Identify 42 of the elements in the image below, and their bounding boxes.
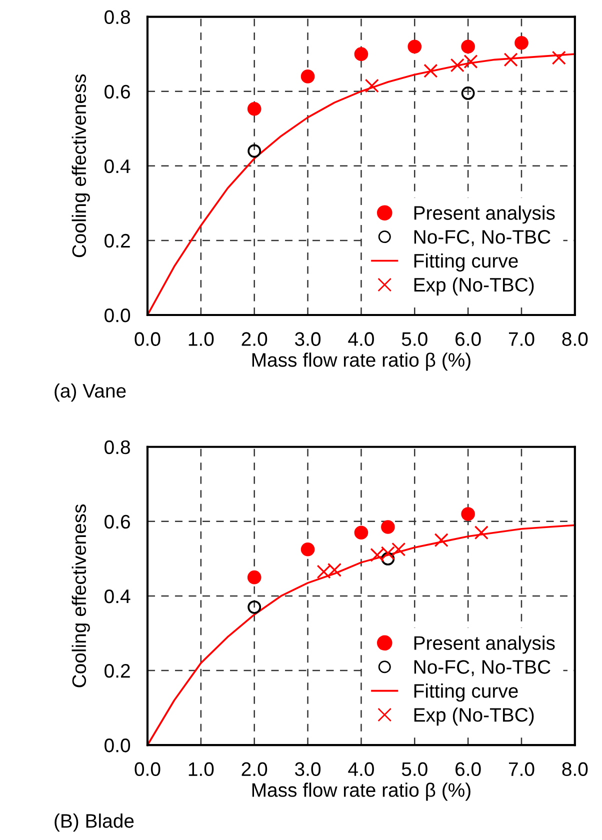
x-tick-label: 3.0 [295,332,321,346]
x-tick-label: 4.0 [348,762,374,776]
y-tick-label: 0.8 [104,440,130,454]
legend-label: Present analysis [414,636,555,654]
legend-label: Fitting curve [414,253,518,272]
y-axis-title: Cooling effectiveness [72,504,90,688]
x-tick-label: 2.0 [242,762,268,776]
y-tick-label: 0.4 [104,159,130,174]
x-tick-label: 0.0 [134,762,160,776]
x-tick-label: 4.0 [348,332,374,346]
legend-label: No-FC, No-TBC [414,230,550,246]
x-tick-label: 5.0 [402,332,428,346]
x-tick-label: 0.0 [134,332,160,346]
x-axis-title: Mass flow rate ratio β (%) [252,782,470,801]
y-tick-label: 0.8 [104,10,130,24]
y-tick-label: 0.0 [104,308,130,322]
x-tick-label: 7.0 [508,762,534,776]
x-tick-label: 1.0 [188,762,214,776]
x-tick-label: 1.0 [188,332,214,346]
x-tick-label: 8.0 [562,762,588,776]
x-tick-label: 5.0 [402,762,428,776]
x-axis-title: Mass flow rate ratio β (%) [252,352,470,371]
y-tick-label: 0.2 [104,234,130,248]
x-tick-label: 3.0 [295,762,321,776]
x-tick-label: 2.0 [242,332,268,346]
y-axis-title: Cooling effectiveness [72,74,90,258]
legend-label: Exp (No-TBC) [414,708,534,726]
legend-label: Fitting curve [414,684,518,702]
y-tick-label: 0.6 [104,514,130,529]
legend-label: No-FC, No-TBC [414,660,550,676]
x-tick-label: 7.0 [508,332,534,346]
y-tick-label: 0.4 [104,589,130,604]
x-tick-label: 6.0 [456,762,481,776]
x-tick-label: 6.0 [456,332,481,346]
text: (a) Vane [54,383,126,402]
legend-label: Present analysis [414,206,555,224]
text: (B) Blade [54,814,134,832]
y-tick-label: 0.2 [104,664,130,678]
x-tick-label: 8.0 [562,332,588,346]
y-tick-label: 0.6 [104,84,130,99]
legend-label: Exp (No-TBC) [414,277,534,296]
y-tick-label: 0.0 [104,738,130,752]
